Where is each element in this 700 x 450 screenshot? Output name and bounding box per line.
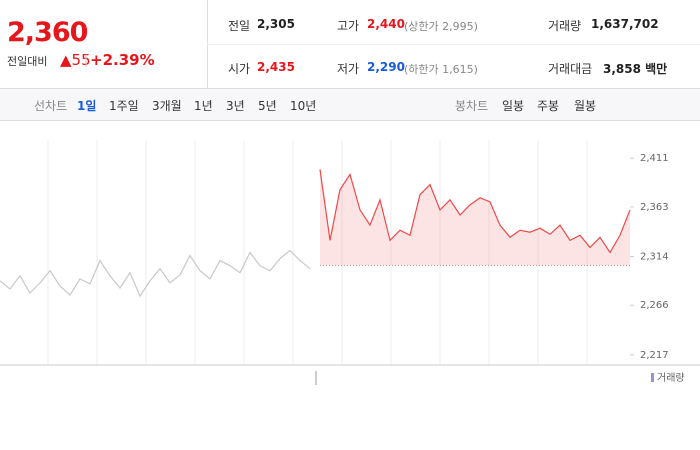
field-note: (하한가 1,615) [404, 63, 478, 76]
tab[interactable]: 월봉 [574, 99, 597, 113]
price: 2,360 [7, 17, 88, 48]
tab[interactable]: 5년 [258, 99, 277, 113]
chart: 2,411 2,363 2,314 2,266 2,217 거래량 [0, 140, 700, 385]
change: ▲55 [60, 51, 91, 69]
legend-swatch [651, 373, 654, 382]
separator: | [84, 53, 89, 67]
tab[interactable]: 일봉 [502, 99, 525, 113]
divider [207, 44, 700, 45]
y-tick-label: 2,217 [640, 350, 669, 361]
tab: 봉차트 [455, 99, 489, 113]
field-value: 2,440 [367, 17, 405, 31]
tab-bar [0, 89, 700, 121]
field-label: 고가 [337, 19, 360, 33]
y-tick-label: 2,363 [640, 202, 669, 213]
field-label: 거래량 [548, 19, 582, 33]
field-value: 2,435 [257, 60, 295, 74]
field-value: 3,858 백만 [603, 62, 668, 76]
y-tick-label: 2,411 [640, 153, 669, 164]
area [320, 169, 630, 266]
field-label: 시가 [228, 62, 251, 76]
field-label: 거래대금 [548, 62, 593, 76]
tab[interactable]: 10년 [290, 99, 317, 113]
tab[interactable]: 1년 [194, 99, 213, 113]
legend-label: 거래량 [657, 372, 685, 384]
change-label: 전일대비 [7, 55, 48, 68]
y-tick-label: 2,314 [640, 252, 669, 263]
tab: 선차트 [34, 99, 68, 113]
field-value: 1,637,702 [591, 17, 659, 31]
line [319, 169, 631, 254]
tab[interactable]: 3개월 [152, 99, 182, 113]
tab[interactable]: 3년 [226, 99, 245, 113]
tab[interactable]: 1주일 [109, 99, 139, 113]
change-pct: +2.39% [90, 51, 155, 69]
field-value: 2,305 [257, 17, 295, 31]
field-note: (상한가 2,995) [404, 20, 478, 33]
line [0, 249, 311, 298]
field-label: 저가 [337, 62, 360, 76]
quote-header [0, 0, 700, 89]
field-label: 전일 [228, 19, 251, 33]
field-value: 2,290 [367, 60, 405, 74]
y-tick-label: 2,266 [640, 300, 669, 311]
tab[interactable]: 1일 [77, 99, 97, 113]
tab[interactable]: 주봉 [537, 99, 560, 113]
